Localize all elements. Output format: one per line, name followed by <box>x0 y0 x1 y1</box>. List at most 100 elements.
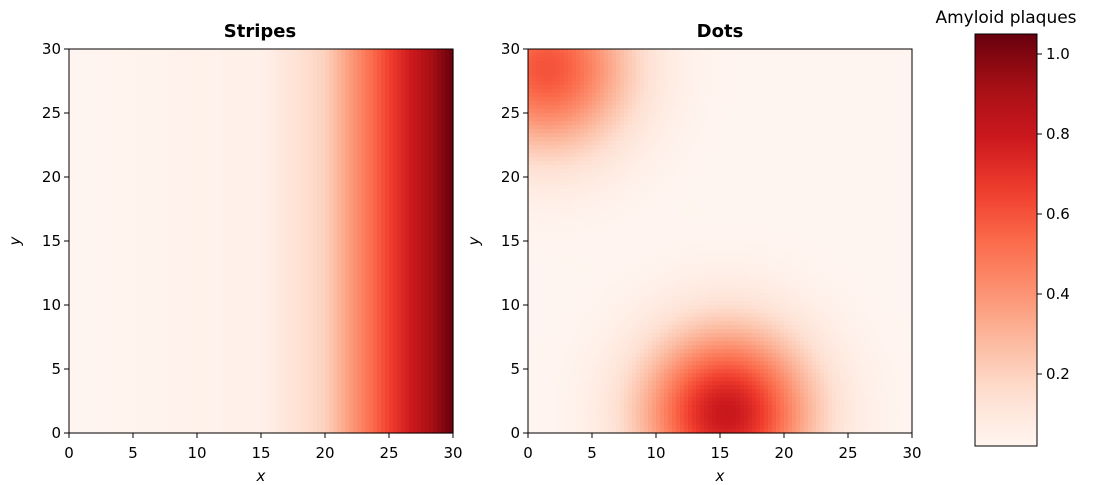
heatmap-cell <box>97 409 102 414</box>
heatmap-cell <box>73 77 78 82</box>
heatmap-cell <box>181 405 186 410</box>
heatmap-cell <box>257 181 262 186</box>
heatmap-cell <box>101 409 106 414</box>
heatmap-cell <box>145 401 150 406</box>
heatmap-cell <box>193 225 198 230</box>
heatmap-cell <box>145 421 150 426</box>
heatmap-cell <box>185 353 190 358</box>
heatmap-cell <box>213 337 218 342</box>
heatmap-cell <box>149 357 154 362</box>
heatmap-cell <box>201 245 206 250</box>
heatmap-cell <box>233 285 238 290</box>
heatmap-cell <box>97 381 102 386</box>
heatmap-cell <box>177 193 182 198</box>
heatmap-cell <box>105 301 110 306</box>
heatmap-cell <box>221 333 226 338</box>
heatmap-cell <box>141 421 146 426</box>
heatmap-cell <box>217 201 222 206</box>
heatmap-cell <box>93 193 98 198</box>
heatmap-cell <box>185 397 190 402</box>
heatmap-cell <box>265 141 270 146</box>
heatmap-cell <box>265 109 270 114</box>
heatmap-cell <box>169 105 174 110</box>
heatmap-cell <box>117 53 122 58</box>
heatmap-cell <box>213 189 218 194</box>
heatmap-cell <box>257 185 262 190</box>
heatmap-cell <box>117 141 122 146</box>
heatmap-cell <box>257 153 262 158</box>
heatmap-cell <box>217 325 222 330</box>
heatmap-cell <box>109 85 114 90</box>
heatmap-cell <box>229 277 234 282</box>
heatmap-cell <box>265 77 270 82</box>
heatmap-cell <box>173 201 178 206</box>
heatmap-cell <box>89 101 94 106</box>
heatmap-cell <box>149 161 154 166</box>
heatmap-cell <box>125 113 130 118</box>
heatmap-cell <box>101 49 106 54</box>
heatmap-cell <box>181 301 186 306</box>
heatmap-cell <box>101 349 106 354</box>
heatmap-cell <box>197 257 202 262</box>
heatmap-cell <box>205 301 210 306</box>
heatmap-cell <box>197 181 202 186</box>
heatmap-cell <box>125 381 130 386</box>
heatmap-cell <box>221 189 226 194</box>
heatmap-cell <box>233 73 238 78</box>
heatmap-cell <box>185 141 190 146</box>
heatmap-cell <box>77 177 82 182</box>
heatmap-cell <box>125 225 130 230</box>
heatmap-cell <box>145 213 150 218</box>
heatmap-cell <box>261 297 266 302</box>
heatmap-cell <box>253 153 258 158</box>
heatmap-cell <box>245 137 250 142</box>
heatmap-cell <box>109 285 114 290</box>
heatmap-cell <box>209 61 214 66</box>
heatmap-cell <box>237 249 242 254</box>
heatmap-cell <box>257 169 262 174</box>
heatmap-cell <box>193 125 198 130</box>
heatmap-cell <box>201 293 206 298</box>
heatmap-cell <box>209 105 214 110</box>
heatmap-cell <box>161 97 166 102</box>
heatmap-cell <box>93 333 98 338</box>
heatmap-cell <box>165 281 170 286</box>
heatmap-cell <box>117 225 122 230</box>
heatmap-cell <box>257 301 262 306</box>
heatmap-cell <box>257 413 262 418</box>
heatmap-cell <box>81 277 86 282</box>
heatmap-cell <box>189 373 194 378</box>
heatmap-cell <box>225 281 230 286</box>
heatmap-cell <box>217 353 222 358</box>
heatmap-cell <box>129 141 134 146</box>
heatmap-cell <box>185 69 190 74</box>
heatmap-cell <box>149 61 154 66</box>
heatmap-cell <box>145 57 150 62</box>
heatmap-cell <box>201 357 206 362</box>
heatmap-cell <box>69 273 74 278</box>
heatmap-cell <box>265 257 270 262</box>
heatmap-cell <box>85 57 90 62</box>
heatmap-cell <box>145 349 150 354</box>
heatmap-cell <box>109 109 114 114</box>
heatmap-cell <box>225 237 230 242</box>
heatmap-cell <box>93 393 98 398</box>
heatmap-cell <box>173 85 178 90</box>
heatmap-cell <box>213 369 218 374</box>
heatmap-cell <box>181 77 186 82</box>
heatmap-cell <box>269 145 274 150</box>
heatmap-cell <box>69 189 74 194</box>
heatmap-cell <box>89 221 94 226</box>
heatmap-cell <box>237 245 242 250</box>
heatmap-cell <box>269 281 274 286</box>
heatmap-cell <box>205 161 210 166</box>
heatmap-cell <box>73 65 78 70</box>
heatmap-cell <box>205 85 210 90</box>
heatmap-cell <box>85 197 90 202</box>
heatmap-cell <box>249 213 254 218</box>
heatmap-cell <box>201 393 206 398</box>
heatmap-cell <box>165 221 170 226</box>
heatmap-cell <box>137 117 142 122</box>
heatmap-cell <box>201 65 206 70</box>
heatmap-cell <box>149 297 154 302</box>
